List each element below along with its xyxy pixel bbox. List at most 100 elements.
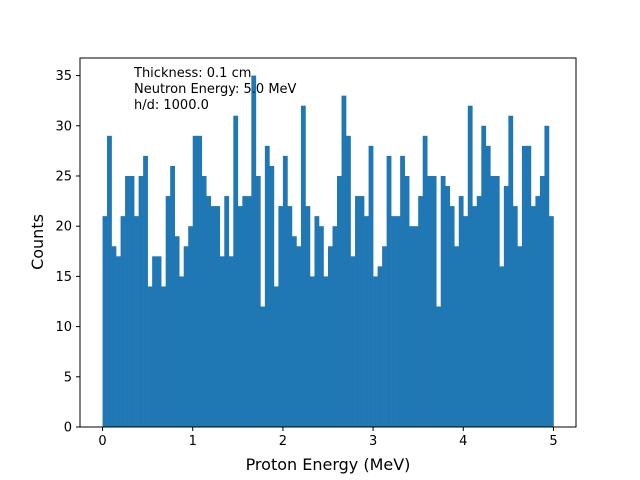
histogram-bar <box>503 186 509 427</box>
y-tick-label: 5 <box>64 370 72 385</box>
histogram-bar <box>530 206 536 427</box>
histogram-bar <box>521 145 527 427</box>
histogram-bar <box>102 216 108 427</box>
histogram-bar <box>526 145 532 427</box>
y-tick-label: 10 <box>55 320 72 335</box>
histogram-bar <box>494 175 500 427</box>
histogram-bar <box>174 236 180 427</box>
histogram-bar <box>143 155 148 428</box>
histogram-bar <box>499 266 505 427</box>
x-tick-label: 3 <box>369 434 377 449</box>
histogram-bar <box>129 175 135 427</box>
histogram-bar <box>251 75 257 428</box>
plot-frame <box>79 57 577 428</box>
histogram-bar <box>368 145 374 427</box>
histogram-bars <box>102 75 554 428</box>
histogram-bar <box>373 276 378 427</box>
histogram-bar <box>548 216 554 427</box>
histogram-bar <box>422 135 428 427</box>
histogram-bar <box>364 216 369 427</box>
x-axis-ticks: 0 1 2 3 4 5 <box>98 427 558 449</box>
histogram-bar <box>512 206 518 427</box>
x-tick-label: 1 <box>189 434 197 449</box>
histogram-bar <box>337 175 342 427</box>
histogram-bar <box>386 155 392 428</box>
y-tick-label: 35 <box>55 69 72 84</box>
histogram-bar <box>418 196 423 427</box>
histogram-bar <box>107 135 112 427</box>
histogram-bar <box>224 196 230 427</box>
histogram-bar <box>481 125 487 427</box>
histogram-bar <box>188 226 194 427</box>
histogram-bar <box>332 226 338 427</box>
histogram-bar <box>287 206 293 427</box>
histogram-bar <box>215 206 221 427</box>
histogram-bar <box>454 246 460 427</box>
histogram-bar <box>458 196 464 427</box>
histogram-bar <box>111 246 117 427</box>
y-tick-label: 20 <box>55 220 72 235</box>
histogram-bar <box>237 206 243 427</box>
histogram-bar <box>309 276 315 427</box>
y-tick-label: 15 <box>55 270 72 285</box>
annotation-h-over-d: h/d: 1000.0 <box>134 98 209 113</box>
histogram-bar <box>152 256 157 427</box>
histogram-bar <box>517 246 523 427</box>
histogram-bar <box>269 165 275 427</box>
histogram-bar <box>206 196 212 427</box>
histogram-bar <box>535 196 541 427</box>
histogram-bar <box>318 226 324 427</box>
histogram-bar <box>125 175 130 427</box>
histogram-bar <box>138 175 144 427</box>
histogram-bar <box>156 256 162 427</box>
histogram-bar <box>404 175 410 427</box>
annotation-neutron-energy: Neutron Energy: 5.0 MeV <box>134 82 297 97</box>
histogram-bar <box>449 206 455 427</box>
histogram-bar <box>228 256 234 427</box>
histogram-bar <box>508 115 514 428</box>
histogram-bar <box>179 276 185 427</box>
histogram-bar <box>161 286 166 427</box>
histogram-bar <box>282 155 288 428</box>
histogram-bar <box>485 145 491 427</box>
histogram-bar <box>219 256 225 427</box>
histogram-bar <box>278 206 284 427</box>
histogram-bar <box>431 175 437 427</box>
histogram-bar <box>359 196 365 427</box>
histogram-bar <box>427 175 433 427</box>
histogram-bar <box>210 206 216 427</box>
histogram-bar <box>255 175 261 427</box>
histogram-bar <box>436 306 442 427</box>
y-axis-label: Counts <box>28 214 47 270</box>
histogram-bar <box>323 276 329 427</box>
histogram-bar <box>201 175 207 427</box>
x-tick-label: 4 <box>459 434 467 449</box>
y-tick-label: 0 <box>64 421 72 436</box>
histogram-bar <box>476 196 482 427</box>
x-axis-label: Proton Energy (MeV) <box>246 455 411 474</box>
histogram-bar <box>246 196 252 427</box>
histogram-bar <box>233 115 239 428</box>
histogram-bar <box>490 175 496 427</box>
histogram-bar <box>147 286 153 427</box>
y-axis-ticks: 0 5 10 15 20 25 30 35 <box>55 69 80 436</box>
histogram-bar <box>472 206 478 427</box>
histogram-bar <box>328 246 333 427</box>
histogram-bar <box>242 196 248 427</box>
x-tick-label: 2 <box>279 434 287 449</box>
x-tick-label: 5 <box>549 434 557 449</box>
annotation-thickness: Thickness: 0.1 cm <box>133 66 251 81</box>
histogram-bar <box>116 256 121 427</box>
histogram-bar <box>400 155 405 428</box>
histogram-bar <box>291 236 297 427</box>
histogram-bar <box>377 266 383 427</box>
histogram-bar <box>273 286 279 427</box>
histogram-bar <box>467 105 473 427</box>
histogram-bar <box>296 246 302 427</box>
histogram-bar <box>197 135 203 427</box>
histogram-bar <box>134 216 139 427</box>
histogram-bar <box>264 145 270 427</box>
histogram-bar <box>170 165 175 427</box>
histogram-bar <box>346 135 351 427</box>
histogram-bar <box>440 175 446 427</box>
